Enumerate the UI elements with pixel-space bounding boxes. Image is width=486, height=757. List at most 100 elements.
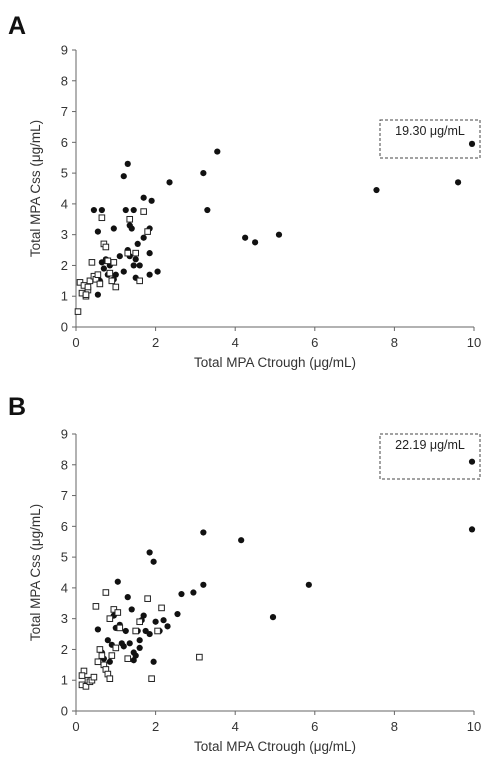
data-point-open xyxy=(144,228,151,235)
data-point-filled xyxy=(269,614,277,621)
data-point-filled xyxy=(178,590,185,598)
data-point-filled xyxy=(130,262,137,269)
data-point-filled xyxy=(94,626,101,633)
y-tick-label: 4 xyxy=(61,196,68,211)
data-point-open xyxy=(144,595,151,602)
data-point-open xyxy=(82,683,90,690)
y-tick-label: 4 xyxy=(61,580,68,595)
data-point-filled xyxy=(94,228,101,235)
y-axis-title: Total MPA Css (μg/mL) xyxy=(28,120,43,257)
data-point-filled xyxy=(124,594,131,601)
data-point-open xyxy=(126,215,134,223)
y-tick-label: 1 xyxy=(61,673,68,688)
data-point-filled xyxy=(252,239,259,246)
data-point-filled xyxy=(122,206,129,214)
data-point-open xyxy=(154,627,161,635)
x-tick-label: 6 xyxy=(311,335,318,350)
data-point-filled xyxy=(200,529,207,536)
data-point-filled xyxy=(136,637,143,644)
panel-label-a: A xyxy=(8,12,27,40)
data-point-filled xyxy=(128,606,135,613)
data-point-open xyxy=(88,259,96,266)
annotation-box xyxy=(379,433,481,480)
data-point-filled xyxy=(154,268,161,275)
data-point-filled xyxy=(140,612,147,619)
data-point-open xyxy=(96,280,104,288)
data-point-filled xyxy=(468,458,476,465)
data-point-open xyxy=(106,269,114,277)
data-point-filled xyxy=(204,206,211,214)
data-point-open xyxy=(124,655,132,662)
data-point-open xyxy=(108,277,116,285)
data-point-filled xyxy=(275,231,283,238)
data-point-filled xyxy=(150,658,157,665)
y-tick-label: 2 xyxy=(61,258,68,273)
data-point-open xyxy=(90,673,98,681)
x-axis-title: Total MPA Ctrough (μg/mL) xyxy=(194,355,356,370)
data-point-open xyxy=(116,624,124,632)
data-point-filled xyxy=(238,537,245,544)
y-tick-label: 9 xyxy=(61,427,68,442)
data-point-open xyxy=(112,283,120,291)
data-point-filled xyxy=(150,558,157,565)
data-point-open xyxy=(102,243,110,251)
panel-label-b: B xyxy=(8,393,27,421)
data-point-open xyxy=(112,644,120,652)
data-point-filled xyxy=(114,578,121,585)
data-point-open xyxy=(92,603,100,610)
data-point-filled xyxy=(146,250,153,257)
data-point-open xyxy=(94,271,102,278)
data-point-filled xyxy=(90,206,98,214)
data-point-filled xyxy=(146,271,153,278)
data-point-filled xyxy=(146,549,153,556)
x-tick-label: 0 xyxy=(72,335,79,350)
y-tick-label: 5 xyxy=(61,166,68,181)
data-point-filled xyxy=(242,234,249,241)
data-point-open xyxy=(114,609,122,616)
y-tick-label: 7 xyxy=(61,488,68,503)
data-point-filled xyxy=(468,140,476,147)
data-point-filled xyxy=(152,618,159,625)
data-point-filled xyxy=(140,234,147,241)
y-tick-label: 8 xyxy=(61,73,68,88)
data-point-filled xyxy=(160,617,167,624)
data-point-filled xyxy=(106,658,113,665)
data-point-filled xyxy=(130,657,137,664)
y-tick-label: 5 xyxy=(61,550,68,565)
chart-b: 0 1 2 3 4 5 6 7 8 9 0 2 4 6 8 10 Total MPA Ctrough (μg/m… xyxy=(28,427,481,755)
data-point-filled xyxy=(148,197,155,204)
x-tick-label: 8 xyxy=(391,335,398,350)
data-point-filled xyxy=(118,640,125,647)
data-point-filled xyxy=(130,206,137,214)
y-tick-label: 1 xyxy=(61,289,68,304)
data-point-open xyxy=(106,615,114,622)
data-point-open xyxy=(74,308,82,315)
data-point-open xyxy=(132,249,139,257)
data-point-open xyxy=(94,658,102,666)
data-point-filled xyxy=(120,173,127,180)
x-tick-label: 10 xyxy=(467,719,481,734)
data-point-filled xyxy=(132,256,139,263)
data-point-open xyxy=(136,618,143,626)
chart-a: 0 1 2 3 4 5 6 7 8 9 0 2 4 6 8 10 Total MPA Ctrough (μg/m… xyxy=(28,43,481,371)
y-tick-label: 6 xyxy=(61,519,68,534)
data-point-filled xyxy=(124,160,131,167)
data-point-filled xyxy=(110,225,117,232)
data-point-open xyxy=(98,652,106,659)
data-point-open xyxy=(104,257,112,265)
data-point-open xyxy=(132,627,139,635)
data-point-filled xyxy=(373,186,380,194)
data-point-filled xyxy=(164,623,171,630)
data-point-open xyxy=(108,652,116,659)
y-tick-label: 3 xyxy=(61,611,68,626)
data-point-filled xyxy=(200,581,207,588)
data-point-filled xyxy=(136,644,143,652)
data-point-filled xyxy=(122,627,129,635)
data-point-open xyxy=(196,653,203,661)
y-tick-label: 0 xyxy=(61,320,68,335)
annotation-label: 22.19 μg/mL xyxy=(395,438,465,452)
data-point-filled xyxy=(174,610,181,618)
data-point-filled xyxy=(128,225,135,232)
x-tick-label: 4 xyxy=(232,335,239,350)
